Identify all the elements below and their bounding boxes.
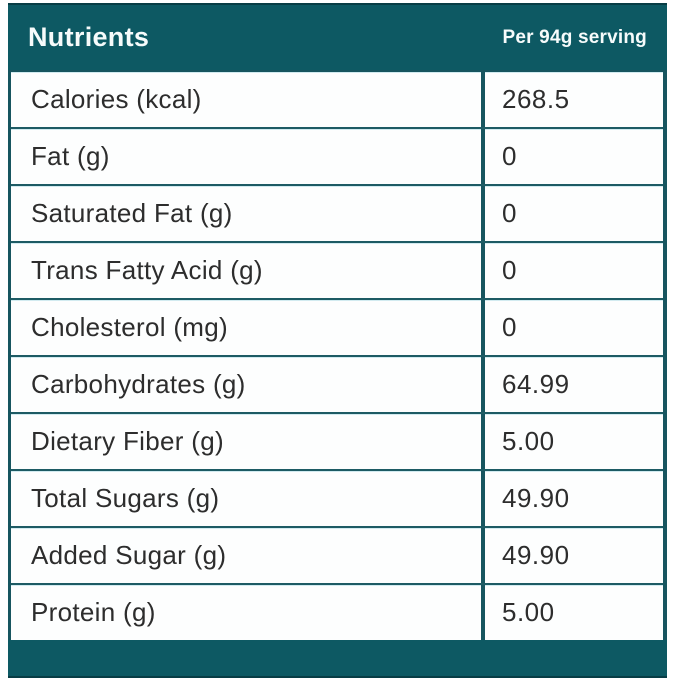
nutrient-name-cell: Carbohydrates (g)	[31, 369, 246, 399]
nutrient-value-cell: 64.99	[481, 357, 663, 412]
nutrient-name-cell: Calories (kcal)	[31, 84, 202, 114]
serving-size-label: Per 94g serving	[502, 26, 647, 48]
nutrient-value-cell: 0	[481, 129, 663, 184]
table-title: Nutrients	[28, 22, 150, 52]
nutrients-table: Nutrients Per 94g serving Calories (kcal…	[8, 3, 667, 678]
nutrient-name-cell: Saturated Fat (g)	[31, 198, 233, 228]
nutrient-name-cell: Added Sugar (g)	[31, 540, 227, 570]
nutrient-name-cell: Total Sugars (g)	[31, 483, 220, 513]
nutrient-value-cell: 0	[481, 243, 663, 298]
nutrient-name-cell: Cholesterol (mg)	[31, 312, 228, 342]
table-row: Dietary Fiber (g) 5.00	[11, 412, 663, 469]
nutrient-name-cell: Fat (g)	[31, 141, 110, 171]
table-row: Protein (g) 5.00	[11, 583, 663, 640]
table-row: Cholesterol (mg) 0	[11, 298, 663, 355]
nutrient-value-cell: 49.90	[481, 471, 663, 526]
table-body: Calories (kcal) 268.5 Fat (g) 0 Saturate…	[8, 70, 667, 640]
table-row: Added Sugar (g) 49.90	[11, 526, 663, 583]
nutrient-value-cell: 268.5	[481, 72, 663, 127]
nutrient-name-cell: Dietary Fiber (g)	[31, 426, 224, 456]
nutrient-name-cell: Trans Fatty Acid (g)	[31, 255, 263, 285]
nutrient-value-cell: 0	[481, 300, 663, 355]
table-row: Trans Fatty Acid (g) 0	[11, 241, 663, 298]
table-row: Fat (g) 0	[11, 127, 663, 184]
table-row: Total Sugars (g) 49.90	[11, 469, 663, 526]
nutrient-name-cell: Protein (g)	[31, 597, 156, 627]
table-row: Saturated Fat (g) 0	[11, 184, 663, 241]
nutrient-value-cell: 5.00	[481, 414, 663, 469]
nutrient-value-cell: 0	[481, 186, 663, 241]
table-header: Nutrients Per 94g serving	[8, 3, 667, 70]
nutrient-value-cell: 49.90	[481, 528, 663, 583]
nutrient-value-cell: 5.00	[481, 585, 663, 640]
table-row: Calories (kcal) 268.5	[11, 72, 663, 127]
table-footer	[8, 640, 667, 678]
table-row: Carbohydrates (g) 64.99	[11, 355, 663, 412]
